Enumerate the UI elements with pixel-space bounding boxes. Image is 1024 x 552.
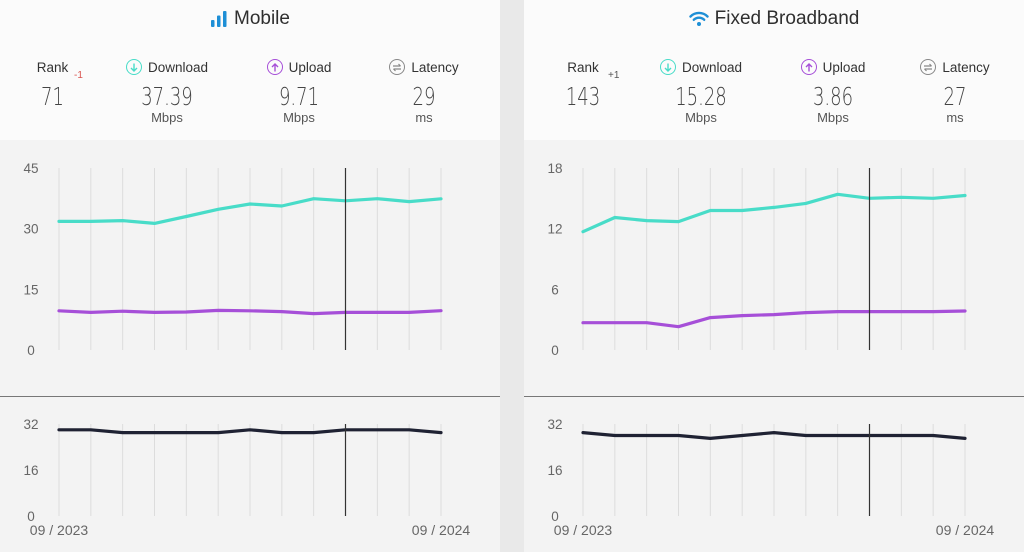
download-arrow-icon	[125, 59, 142, 75]
download-arrow-icon	[659, 59, 676, 75]
y-tick-label: 0	[27, 343, 35, 358]
download-unit: Mbps	[151, 110, 183, 125]
latency-metric: Latency 29 ms	[369, 58, 479, 125]
y-tick-label: 12	[547, 222, 562, 237]
upload-metric: Upload 9.71 Mbps	[244, 58, 354, 125]
x-end-label: 09 / 2024	[412, 522, 471, 538]
rank-value: 71	[41, 82, 64, 111]
mobile-title: Mobile	[0, 8, 500, 30]
rank-metric: Rank 143 +1	[528, 58, 638, 112]
y-tick-label: 32	[547, 417, 562, 432]
latency-unit: ms	[415, 110, 433, 125]
wifi-icon	[688, 11, 709, 27]
rank-value: 143	[565, 82, 601, 111]
upload-value: 3.86	[812, 82, 854, 111]
mobile-panel: Mobile Rank 71 -1 Download 37.39 Mbps	[0, 0, 500, 552]
y-tick-label: 0	[551, 509, 559, 524]
download-unit: Mbps	[685, 110, 717, 125]
download-metric: Download 37.39 Mbps	[112, 58, 222, 125]
x-start-label: 09 / 2023	[30, 522, 89, 538]
latency-value: 27	[943, 82, 967, 111]
rank-label: Rank	[36, 59, 69, 75]
latency-unit: ms	[946, 110, 964, 125]
latency-value: 29	[412, 82, 436, 111]
y-tick-label: 30	[23, 222, 38, 237]
mobile-title-text: Mobile	[234, 8, 290, 29]
broadband-panel: Fixed Broadband Rank 143 +1 Download 15.…	[524, 0, 1024, 552]
upload-unit: Mbps	[817, 110, 849, 125]
upload-label: Upload	[288, 59, 332, 75]
download-series-line	[57, 197, 443, 225]
upload-value: 9.71	[278, 82, 320, 111]
latency-label: Latency	[942, 59, 990, 75]
y-tick-label: 0	[551, 343, 559, 358]
upload-series-line	[57, 308, 443, 316]
rank-metric: Rank 71 -1	[0, 58, 105, 112]
latency-metric: Latency 27 ms	[900, 58, 1010, 125]
mobile-chart[interactable]: 0 15 30 45 0 16 32 09 / 2023 09 / 2024	[0, 140, 500, 552]
chart-divider	[0, 396, 500, 397]
chart-divider	[524, 396, 1024, 397]
y-tick-label: 45	[23, 161, 38, 176]
download-series-line	[581, 192, 967, 234]
broadband-header: Fixed Broadband Rank 143 +1 Download 15.…	[524, 0, 1024, 140]
y-tick-label: 16	[23, 463, 38, 478]
download-value: 15.28	[675, 82, 727, 111]
broadband-chart[interactable]: 0 6 12 18 0 16 32 09 / 2023 09 / 2024	[524, 140, 1024, 552]
rank-label: Rank	[567, 59, 599, 75]
latency-series-line	[581, 431, 967, 440]
upload-unit: Mbps	[283, 110, 315, 125]
upload-arrow-icon	[800, 59, 817, 75]
latency-label: Latency	[411, 59, 459, 75]
latency-arrows-icon	[920, 59, 937, 75]
x-end-label: 09 / 2024	[936, 522, 995, 538]
download-label: Download	[681, 59, 743, 75]
rank-change: +1	[608, 70, 620, 81]
broadband-title-text: Fixed Broadband	[714, 8, 860, 29]
y-tick-label: 15	[23, 282, 38, 297]
y-tick-label: 18	[547, 161, 562, 176]
x-start-label: 09 / 2023	[554, 522, 613, 538]
mobile-header: Mobile Rank 71 -1 Download 37.39 Mbps	[0, 0, 500, 140]
rank-change: -1	[74, 70, 83, 81]
y-tick-label: 16	[547, 463, 562, 478]
y-tick-label: 0	[27, 509, 35, 524]
signal-bars-icon	[210, 10, 228, 28]
latency-arrows-icon	[389, 59, 406, 75]
y-tick-label: 32	[23, 417, 38, 432]
upload-series-line	[581, 309, 967, 329]
latency-series-line	[57, 428, 443, 435]
upload-arrow-icon	[266, 59, 283, 75]
download-label: Download	[147, 59, 209, 75]
download-value: 37.39	[141, 82, 193, 111]
y-tick-label: 6	[551, 282, 559, 297]
broadband-title: Fixed Broadband	[524, 8, 1024, 30]
download-metric: Download 15.28 Mbps	[646, 58, 756, 125]
upload-label: Upload	[822, 59, 866, 75]
upload-metric: Upload 3.86 Mbps	[778, 58, 888, 125]
